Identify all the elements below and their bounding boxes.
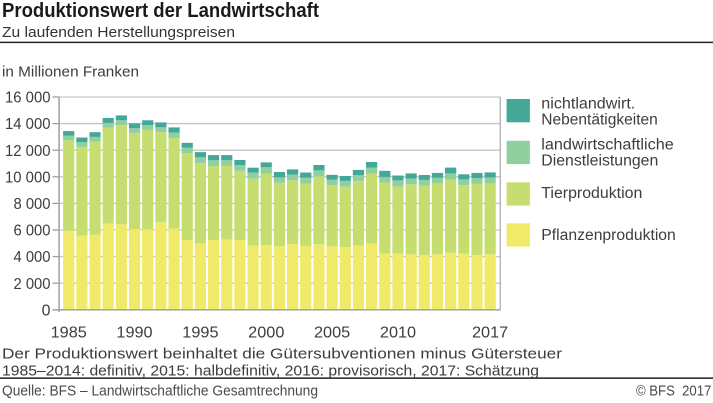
svg-text:Der Produktionswert beinhaltet: Der Produktionswert beinhaltet die Güter… <box>2 346 562 363</box>
svg-text:1990: 1990 <box>116 324 152 341</box>
svg-text:Tierproduktion: Tierproduktion <box>541 185 642 202</box>
svg-text:Quelle: BFS – Landwirtschaftli: Quelle: BFS – Landwirtschaftliche Gesamt… <box>2 383 318 400</box>
svg-text:1985: 1985 <box>51 324 87 341</box>
svg-text:2010: 2010 <box>380 324 416 341</box>
svg-text:Nebentätigkeiten: Nebentätigkeiten <box>541 111 658 128</box>
svg-text:Dienstleistungen: Dienstleistungen <box>541 153 658 170</box>
svg-text:0: 0 <box>42 302 51 319</box>
svg-text:8 000: 8 000 <box>14 196 51 213</box>
svg-text:Produktionswert der Landwirtsc: Produktionswert der Landwirtschaft <box>2 0 319 22</box>
svg-text:2000: 2000 <box>248 324 284 341</box>
svg-text:2017: 2017 <box>472 324 508 341</box>
svg-text:Zu laufenden Herstellungspreis: Zu laufenden Herstellungspreisen <box>2 24 235 41</box>
svg-text:Pflanzenproduktion: Pflanzenproduktion <box>541 227 676 244</box>
svg-text:14 000: 14 000 <box>5 116 51 133</box>
svg-text:© BFS 2017: © BFS 2017 <box>636 383 711 400</box>
svg-text:12 000: 12 000 <box>5 143 51 160</box>
svg-text:2005: 2005 <box>314 324 350 341</box>
svg-text:in Millionen Franken: in Millionen Franken <box>2 63 139 80</box>
svg-text:1985–2014: definitiv, 2015: ha: 1985–2014: definitiv, 2015: halbdefiniti… <box>2 362 539 379</box>
svg-text:1995: 1995 <box>182 324 218 341</box>
svg-text:2 000: 2 000 <box>14 276 51 293</box>
svg-text:10 000: 10 000 <box>5 169 51 186</box>
svg-text:landwirtschaftliche: landwirtschaftliche <box>541 136 674 153</box>
svg-text:4 000: 4 000 <box>14 249 51 266</box>
svg-text:16 000: 16 000 <box>5 90 51 107</box>
svg-text:nichtlandwirt.: nichtlandwirt. <box>541 95 635 112</box>
svg-text:6 000: 6 000 <box>14 223 51 240</box>
